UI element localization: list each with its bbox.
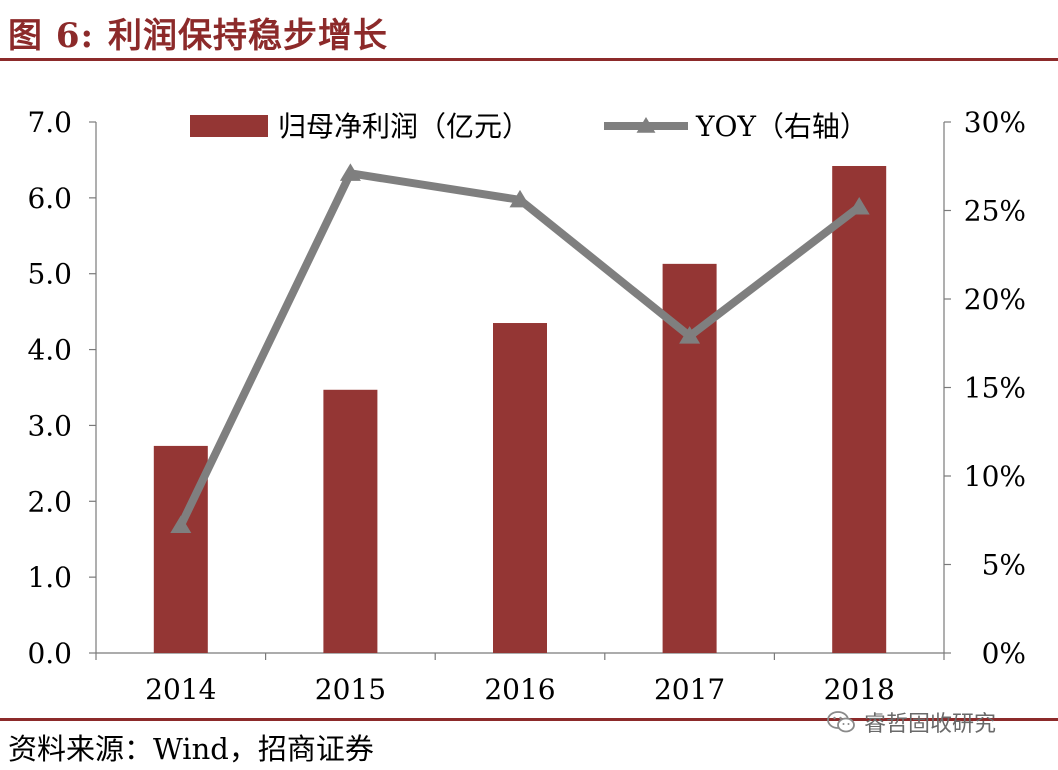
watermark-text: 睿哲固收研究 bbox=[864, 712, 997, 737]
top-rule bbox=[0, 58, 1058, 61]
left-tick-label: 4.0 bbox=[27, 334, 72, 367]
yoy-point-2015 bbox=[339, 163, 361, 181]
x-tick-label: 2018 bbox=[824, 673, 895, 706]
right-tick-label: 20% bbox=[964, 283, 1026, 316]
left-tick-label: 2.0 bbox=[27, 485, 72, 518]
x-tick-label: 2014 bbox=[145, 673, 216, 706]
right-tick-label: 25% bbox=[964, 195, 1026, 228]
right-tick-label: 15% bbox=[964, 372, 1026, 405]
legend-swatch-marker bbox=[636, 117, 656, 133]
right-tick-label: 0% bbox=[982, 637, 1026, 670]
yoy-point-2017 bbox=[679, 326, 701, 344]
bar-2015 bbox=[323, 389, 378, 653]
line-series bbox=[170, 163, 870, 534]
figure-title: 图 6: 利润保持稳步增长 bbox=[8, 8, 388, 57]
figure-title-text: 利润保持稳步增长 bbox=[108, 16, 389, 56]
chart: 0.0 1.0 2.0 3.0 4.0 5.0 6.0 7.0 0% 5% 10% 15% 20% 25%… bbox=[27, 106, 1026, 706]
x-tick-label: 2015 bbox=[315, 673, 386, 706]
legend: 归母净利润（亿元） YOY（右轴） bbox=[190, 110, 868, 143]
yoy-point-2016 bbox=[509, 189, 531, 208]
figure-label: 图 6: bbox=[8, 16, 95, 56]
left-tick-label: 7.0 bbox=[27, 106, 72, 139]
wechat-icon bbox=[827, 711, 855, 733]
legend-label-line: YOY（右轴） bbox=[695, 110, 868, 143]
right-tick-label: 10% bbox=[964, 460, 1026, 493]
bar-2018 bbox=[832, 165, 887, 654]
bar-series bbox=[153, 165, 887, 654]
bottom-rule bbox=[0, 718, 1058, 721]
x-tick-label: 2016 bbox=[484, 673, 555, 706]
right-tick-label: 30% bbox=[964, 106, 1026, 139]
left-tick-label: 3.0 bbox=[27, 409, 72, 442]
left-tick-label: 0.0 bbox=[27, 637, 72, 670]
tick-labels: 0.0 1.0 2.0 3.0 4.0 5.0 6.0 7.0 0% 5% 10% 15% 20% 25%… bbox=[27, 106, 1026, 706]
left-tick-label: 1.0 bbox=[27, 561, 72, 594]
legend-swatch-bar bbox=[190, 115, 268, 137]
x-tick-label: 2017 bbox=[654, 673, 725, 706]
legend-label-bar: 归母净利润（亿元） bbox=[278, 110, 530, 143]
watermark: 睿哲固收研究 bbox=[826, 707, 996, 737]
source-text: 资料来源：Wind，招商证券 bbox=[8, 732, 374, 766]
yoy-point-2018 bbox=[848, 196, 870, 215]
bar-2016 bbox=[493, 323, 547, 653]
left-tick-label: 6.0 bbox=[27, 182, 72, 215]
yoy-point-2014 bbox=[170, 515, 192, 534]
bar-2014 bbox=[153, 445, 208, 653]
left-tick-label: 5.0 bbox=[27, 258, 72, 291]
right-tick-label: 5% bbox=[982, 549, 1026, 582]
source-note: 资料来源：Wind，招商证券 bbox=[8, 726, 374, 768]
